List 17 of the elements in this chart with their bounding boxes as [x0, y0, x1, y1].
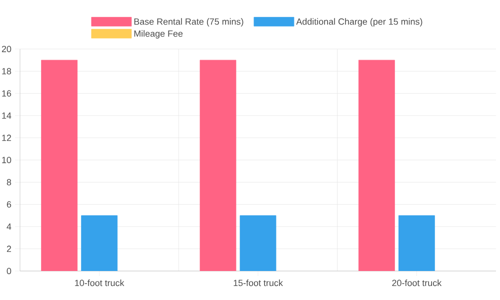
y-tick-label: 8 [6, 179, 12, 186]
y-tick-label: 0 [6, 268, 12, 274]
y-tick-label: 18 [2, 68, 12, 74]
y-tick-label: 16 [2, 90, 12, 97]
y-tick-label: 14 [2, 112, 12, 119]
x-tick-label: 15-foot truck [234, 280, 283, 286]
x-tick-label: 10-foot truck [75, 280, 124, 286]
legend-label: Base Rental Rate (75 mins) [134, 18, 244, 27]
legend-label: Mileage Fee [134, 30, 183, 39]
y-tick-label: 20 [2, 46, 12, 52]
legend-label: Additional Charge (per 15 mins) [296, 18, 422, 27]
x-tick-label: 20-foot truck [392, 280, 442, 286]
y-tick-label: 6 [6, 201, 12, 208]
y-tick-label: 12 [2, 134, 12, 141]
y-tick-label: 4 [6, 224, 12, 230]
y-tick-label: 2 [6, 246, 12, 252]
y-tick-label: 10 [2, 156, 12, 164]
